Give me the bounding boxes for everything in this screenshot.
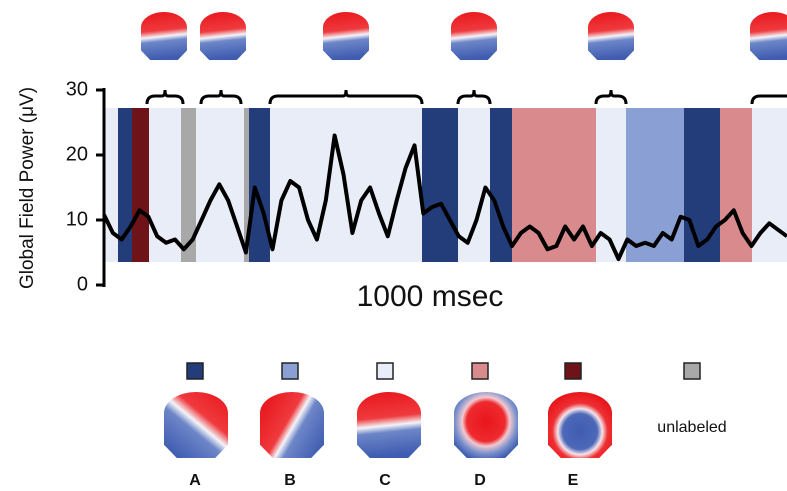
legend-label: A	[189, 472, 201, 489]
legend-label: E	[568, 472, 579, 489]
y-axis-label: Global Field Power (μV)	[17, 87, 38, 289]
legend-label: B	[284, 472, 296, 489]
legend-swatch	[187, 363, 203, 379]
state-segments	[104, 108, 787, 262]
legend-swatch	[684, 363, 700, 379]
braces	[147, 90, 787, 104]
legend-label: D	[474, 472, 486, 489]
chart: Global Field Power (μV) 1000 msec 0 10 20 3…	[0, 0, 787, 491]
x-axis-label: 1000 msec	[357, 280, 504, 313]
legend-swatch	[472, 363, 488, 379]
y-tick-label: 10	[66, 208, 88, 230]
legend-topomaps	[164, 392, 612, 458]
legend-swatch	[565, 363, 581, 379]
legend-label: C	[379, 472, 391, 489]
top-topomaps	[141, 12, 787, 60]
legend-swatch	[377, 363, 393, 379]
y-tick-label: 30	[66, 78, 88, 100]
legend-swatch	[282, 363, 298, 379]
legend-label: unlabeled	[657, 419, 726, 436]
y-tick-label: 0	[77, 273, 88, 295]
y-tick-label: 20	[66, 143, 88, 165]
